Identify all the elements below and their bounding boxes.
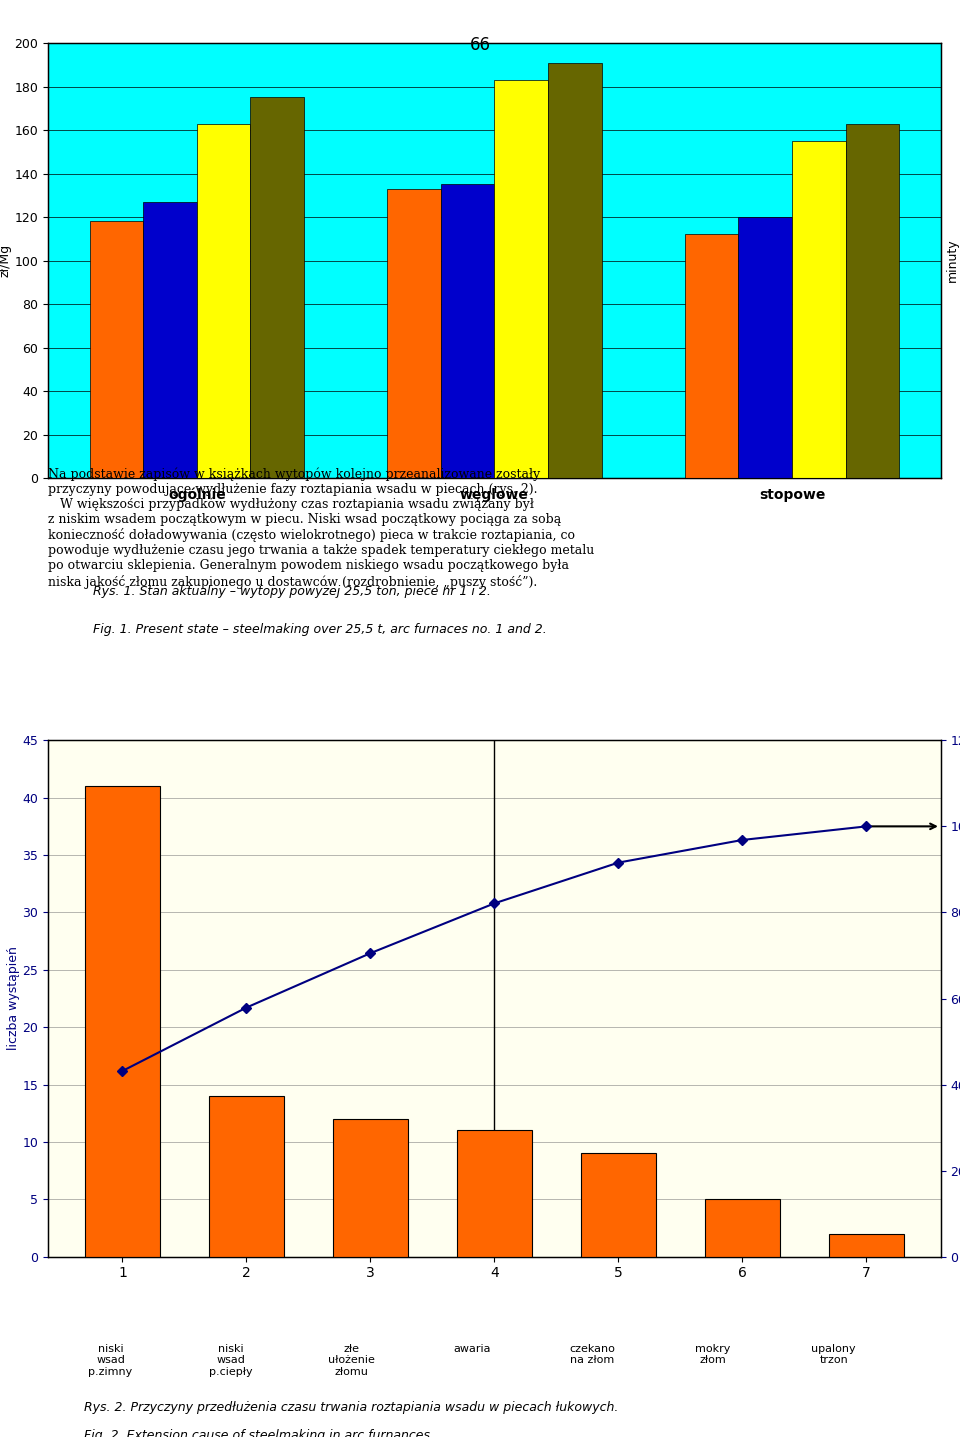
Bar (846, 124, 900, 479)
Y-axis label: zł/Mg: zł/Mg (0, 244, 12, 277)
Y-axis label: liczba wystąpień: liczba wystąpień (7, 947, 19, 1050)
Bar (441, 184, 494, 479)
Bar (85, 786, 159, 1257)
Text: awaria: awaria (453, 1344, 491, 1354)
Bar (89, 221, 143, 479)
Text: Fig. 2. Extension cause of steelmaking in arc furnances.: Fig. 2. Extension cause of steelmaking i… (84, 1428, 434, 1437)
Text: Rys. 1. Stan aktualny – wytopy powyżej 25,5 ton, piece nr 1 i 2.: Rys. 1. Stan aktualny – wytopy powyżej 2… (92, 585, 491, 598)
Bar (548, 63, 602, 479)
Bar (684, 234, 738, 479)
Bar (706, 1200, 780, 1257)
Text: czekano
na złom: czekano na złom (569, 1344, 615, 1365)
Bar (494, 80, 548, 479)
Bar (738, 217, 792, 479)
Text: 66: 66 (469, 36, 491, 55)
Bar (457, 1131, 532, 1257)
Bar (387, 188, 441, 479)
Bar (251, 98, 304, 479)
Bar (581, 1154, 656, 1257)
Bar (333, 1119, 408, 1257)
Bar (143, 201, 197, 479)
Bar (829, 1234, 903, 1257)
Text: mokry
złom: mokry złom (695, 1344, 731, 1365)
Text: niski
wsad
p.ciepły: niski wsad p.ciepły (209, 1344, 252, 1377)
Text: złe
ułożenie
złomu: złe ułożenie złomu (328, 1344, 375, 1377)
Y-axis label: minuty
roztopu: minuty roztopu (947, 237, 960, 285)
Text: upalony
trzon: upalony trzon (811, 1344, 856, 1365)
Bar (197, 124, 251, 479)
Bar (209, 1096, 283, 1257)
Text: Fig. 1. Present state – steelmaking over 25,5 t, arc furnaces no. 1 and 2.: Fig. 1. Present state – steelmaking over… (92, 624, 546, 637)
Text: Na podstawie zapisów w książkach wytopów kolejno przeanalizowane zostały
przyczy: Na podstawie zapisów w książkach wytopów… (48, 467, 594, 589)
Text: niski
wsad
p.zimny: niski wsad p.zimny (88, 1344, 132, 1377)
Text: Rys. 2. Przyczyny przedłużenia czasu trwania roztapiania wsadu w piecach łukowyc: Rys. 2. Przyczyny przedłużenia czasu trw… (84, 1401, 618, 1414)
Bar (792, 141, 846, 479)
